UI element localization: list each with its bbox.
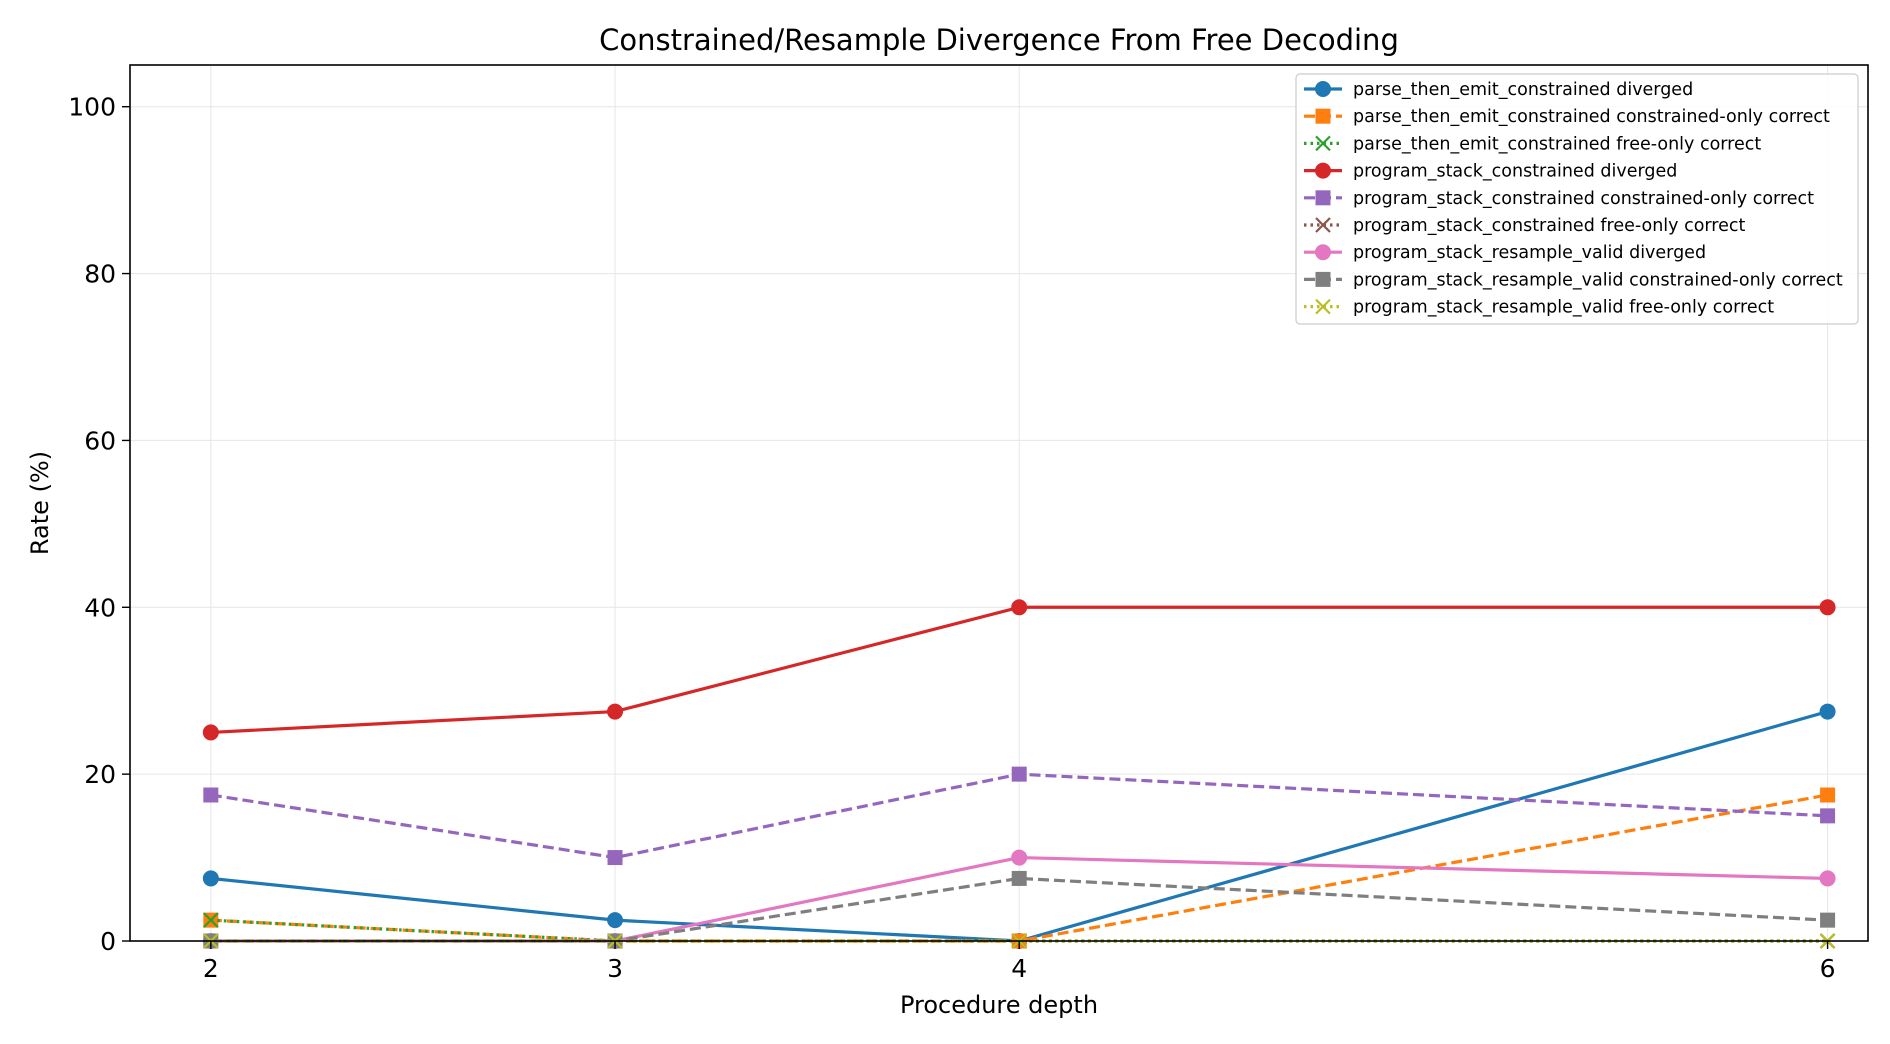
data-point [1819, 703, 1836, 720]
legend-marker [1315, 244, 1331, 261]
legend-marker [1315, 81, 1331, 97]
legend-label: program_stack_constrained diverged [1353, 162, 1677, 182]
legend-box [1295, 73, 1859, 325]
legend: parse_then_emit_constrained diverged pars… [1295, 73, 1859, 325]
x-tick-label: 4 [1011, 954, 1027, 983]
data-point [607, 912, 624, 929]
legend-label: program_stack_constrained constrained-on… [1353, 189, 1814, 209]
legend-marker [1315, 217, 1331, 233]
series-line [210, 605, 1828, 735]
legend-label: parse_then_emit_constrained constrained-… [1353, 107, 1830, 127]
data-point [1820, 912, 1836, 928]
plot-frame [129, 64, 1869, 942]
legend-label: parse_then_emit_constrained diverged [1353, 80, 1693, 100]
x-tick-label: 3 [607, 954, 623, 983]
data-point [1820, 808, 1836, 824]
data-point [1011, 870, 1027, 886]
data-point [1820, 787, 1836, 803]
data-point [1011, 599, 1028, 616]
y-axis-label: Rate (%) [26, 451, 54, 555]
y-tick-label: 100 [68, 93, 116, 122]
legend-label: program_stack_resample_valid free-only c… [1353, 298, 1774, 318]
x-tick-label: 2 [203, 954, 219, 983]
data-point [202, 870, 219, 887]
legend-label: program_stack_resample_valid constrained… [1353, 270, 1843, 290]
data-point [607, 850, 623, 866]
data-point [607, 703, 624, 720]
y-tick-label: 80 [84, 260, 116, 289]
series-line [210, 710, 1829, 943]
chart-title: Constrained/Resample Divergence From Fre… [599, 23, 1399, 57]
legend-label: parse_then_emit_constrained free-only co… [1353, 134, 1761, 154]
legend-marker [1315, 271, 1331, 287]
x-tick-label: 6 [1820, 954, 1836, 983]
series-5 [203, 766, 1836, 866]
y-tick-label: 40 [84, 593, 116, 622]
series-4 [202, 599, 1836, 741]
data-point [1011, 849, 1028, 866]
y-tick-label: 20 [84, 760, 116, 789]
legend-marker [1315, 162, 1331, 179]
y-tick-label: 0 [100, 927, 116, 956]
data-point [1011, 766, 1027, 782]
data-point [1819, 870, 1836, 887]
legend-marker [1315, 298, 1331, 315]
legend-marker [1315, 135, 1331, 152]
data-point [202, 724, 219, 741]
y-tick-label: 60 [84, 426, 116, 455]
data-point [203, 912, 219, 928]
legend-label: program_stack_constrained free-only corr… [1353, 216, 1746, 236]
data-point [1819, 599, 1836, 616]
legend-marker [1315, 108, 1331, 124]
legend-label: program_stack_resample_valid diverged [1353, 243, 1706, 263]
legend-marker [1315, 190, 1331, 206]
x-axis-label: Procedure depth [900, 991, 1098, 1019]
data-point [203, 787, 219, 803]
series-line [210, 772, 1828, 860]
